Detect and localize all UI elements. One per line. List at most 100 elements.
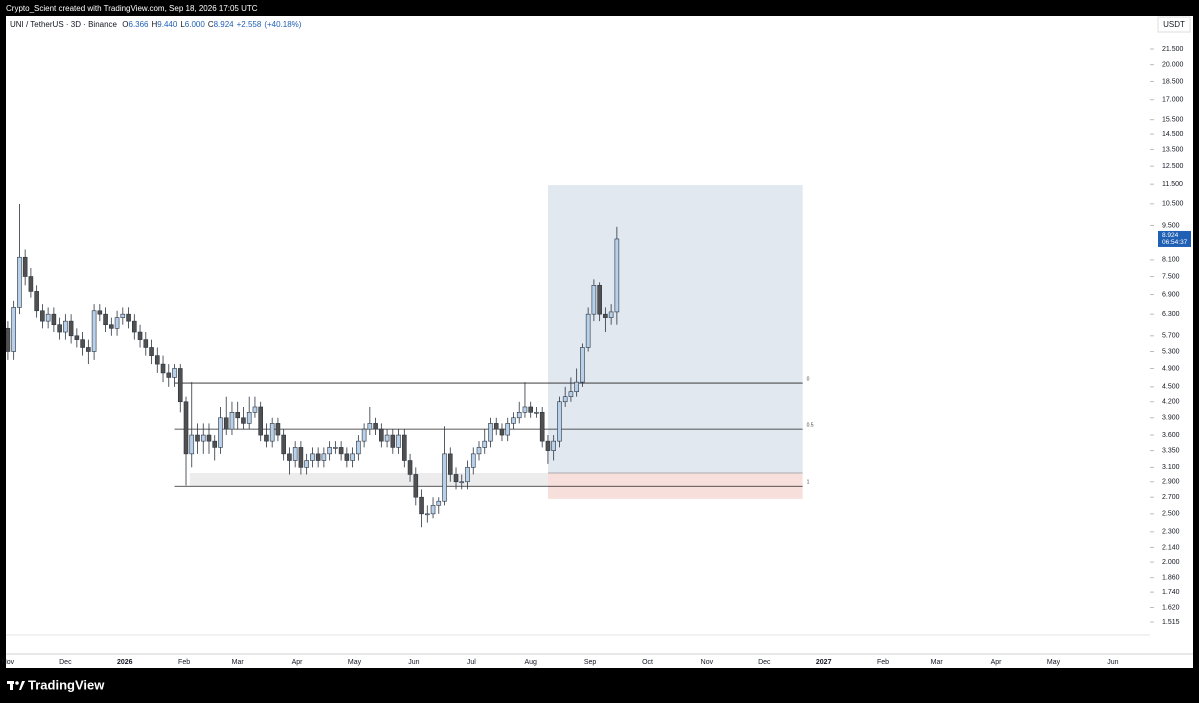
readout-value: 9.440	[157, 20, 178, 29]
readout-change-pct: (+40.18%)	[264, 20, 302, 29]
candle-body	[258, 406, 263, 436]
y-tick-label: 17.000	[1162, 97, 1184, 104]
candle-body	[86, 347, 91, 352]
readout-change: +2.558	[236, 20, 262, 29]
candle-body	[493, 423, 499, 430]
candle-body	[603, 313, 608, 318]
candle-body	[149, 347, 154, 356]
x-tick-label: Feb	[877, 659, 889, 666]
candle-body	[373, 423, 378, 430]
candle-body	[585, 313, 591, 348]
candle-body	[298, 447, 304, 468]
currency-box	[1157, 16, 1191, 33]
support-zone	[189, 473, 548, 487]
candle-body	[183, 401, 189, 455]
x-tick-label: Nov	[701, 659, 714, 666]
candle-body	[350, 453, 355, 461]
candle-body	[252, 406, 258, 413]
candle-body	[287, 453, 292, 461]
candle-body	[17, 256, 22, 308]
candle-body	[419, 496, 424, 515]
readout-value: 8.924	[213, 20, 234, 29]
candle-body	[384, 434, 390, 442]
candle-body	[447, 453, 453, 475]
readout-key: C	[207, 20, 214, 29]
candle-body	[137, 331, 143, 340]
candle-body	[310, 453, 315, 461]
candle-body	[218, 417, 223, 448]
candle-body	[424, 513, 430, 516]
y-tick-label: 2.900	[1162, 479, 1180, 486]
candle-body	[114, 317, 120, 329]
candle-body	[608, 311, 614, 318]
candle-body	[281, 434, 286, 455]
candle-body	[51, 313, 57, 326]
candle-body	[430, 505, 436, 515]
candle-body	[126, 313, 131, 322]
y-tick-label: 20.000	[1162, 61, 1184, 68]
x-tick-label: Dec	[59, 659, 72, 666]
x-tick-label: Feb	[178, 659, 190, 666]
candle-body	[292, 447, 298, 461]
x-tick-label: Mar	[232, 659, 245, 666]
candle-body	[103, 313, 108, 326]
axes: 21.500 20.000 18.500 17.000 15.500 14.500 13.5…	[1150, 46, 1191, 626]
candle-body	[11, 307, 16, 352]
candle-body	[229, 412, 235, 430]
y-tick-label: 3.100	[1162, 464, 1180, 471]
fib-label: 0	[807, 376, 810, 382]
candle-body	[28, 276, 34, 292]
candle-body	[166, 372, 172, 378]
candle-body	[539, 412, 545, 442]
y-tick-label: 12.500	[1162, 163, 1184, 170]
y-tick-label: 4.900	[1162, 365, 1180, 372]
y-tick-label: 5.300	[1162, 348, 1180, 355]
candle-body	[304, 460, 309, 468]
candle-body	[338, 447, 344, 455]
readout-key: L	[180, 20, 185, 29]
last-price-badge	[1158, 230, 1191, 247]
y-tick-label: 13.500	[1162, 146, 1184, 153]
candle-body	[511, 417, 516, 424]
readout-value: 6.000	[184, 20, 205, 29]
candle-body	[195, 434, 200, 442]
candle-body	[367, 423, 373, 430]
candle-body	[516, 412, 522, 419]
x-tick-label: Nov	[2, 659, 15, 666]
candle-body	[235, 412, 241, 419]
y-tick-label: 18.500	[1162, 78, 1184, 85]
x-tick-label: Oct	[642, 659, 653, 666]
candle-body	[568, 391, 574, 397]
candle-body	[315, 453, 321, 461]
y-tick-label: 1.860	[1162, 575, 1180, 582]
candle-body	[34, 291, 39, 312]
candle-body	[333, 447, 338, 449]
x-tick-label: Dec	[758, 659, 771, 666]
readout-key: O	[122, 20, 129, 29]
y-tick-label: 3.350	[1162, 447, 1180, 454]
y-tick-label: 3.900	[1162, 415, 1180, 422]
y-tick-label: 10.500	[1162, 201, 1184, 208]
y-tick-label: 2.500	[1162, 511, 1180, 518]
y-tick-label: 1.515	[1162, 619, 1180, 626]
candle-body	[413, 474, 419, 498]
candle-body	[470, 453, 476, 468]
candle-body	[453, 474, 459, 483]
candle-body	[545, 440, 551, 451]
y-tick-label: 5.700	[1162, 333, 1180, 340]
x-tick-label: 2027	[816, 659, 832, 666]
y-tick-label: 3.600	[1162, 432, 1180, 439]
candle-body	[189, 434, 195, 455]
fib-label: 1	[807, 480, 810, 486]
candle-body	[269, 423, 275, 442]
candle-body	[356, 440, 361, 455]
candle-body	[154, 355, 160, 365]
plot-area: 00.51	[6, 185, 814, 528]
candle-body	[212, 440, 218, 448]
candle-body	[361, 428, 367, 442]
countdown: 06:54:37	[1162, 239, 1188, 246]
x-tick-label: Jun	[408, 659, 419, 666]
x-tick-label: Jul	[467, 659, 476, 666]
